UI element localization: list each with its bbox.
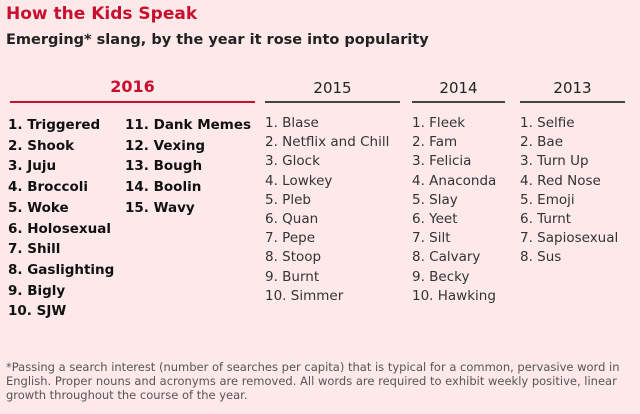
slang-item: 10. SJW xyxy=(8,303,67,320)
slang-item: 6. Yeet xyxy=(412,211,458,227)
slang-item: 2. Bae xyxy=(520,134,564,151)
year-header: 2016 xyxy=(110,77,155,96)
slang-item: 2. Netflix and Chill xyxy=(265,134,390,151)
header-rule xyxy=(520,101,625,103)
slang-item: 4. Lowkey xyxy=(265,172,333,189)
slang-item: 15. Wavy xyxy=(125,199,195,216)
slang-item: 5. Pleb xyxy=(265,191,311,208)
slang-item: 3. Felicia xyxy=(412,153,472,170)
footnote: *Passing a search interest (number of se… xyxy=(6,360,620,402)
year-header: 2014 xyxy=(439,79,478,97)
slang-item: 9. Burnt xyxy=(265,268,320,285)
slang-item: 1. Blase xyxy=(265,115,319,131)
header-rule xyxy=(412,101,505,103)
slang-item: 9. Becky xyxy=(412,268,470,285)
slang-item: 1. Fleek xyxy=(412,115,466,131)
slang-item: 4. Anaconda xyxy=(412,172,497,189)
slang-item: 11. Dank Memes xyxy=(125,117,252,133)
slang-item: 8. Gaslighting xyxy=(8,261,115,278)
slang-item: 1. Triggered xyxy=(8,117,101,133)
slang-item: 4. Broccoli xyxy=(8,179,88,196)
header-rule xyxy=(265,101,400,103)
slang-item: 10. Hawking xyxy=(412,287,496,304)
slang-item: 7. Silt xyxy=(412,230,451,247)
slang-item: 7. Sapiosexual xyxy=(520,230,619,247)
slang-item: 6. Turnt xyxy=(520,211,572,227)
slang-item: 8. Sus xyxy=(520,249,562,266)
slang-item: 10. Simmer xyxy=(265,287,344,304)
title: How the Kids Speak xyxy=(6,4,198,24)
slang-item: 3. Juju xyxy=(8,158,57,175)
slang-item: 13. Bough xyxy=(125,158,203,175)
slang-item: 8. Calvary xyxy=(412,249,481,266)
slang-item: 4. Red Nose xyxy=(520,172,601,189)
slang-item: 6. Quan xyxy=(265,211,319,227)
slang-item: 3. Turn Up xyxy=(520,153,589,170)
year-header: 2015 xyxy=(313,79,352,97)
slang-item: 5. Emoji xyxy=(520,191,575,208)
slang-item: 6. Holosexual xyxy=(8,220,111,237)
slang-item: 2. Fam xyxy=(412,134,458,151)
slang-item: 7. Shill xyxy=(8,241,61,258)
header-rule xyxy=(10,101,255,103)
year-header: 2013 xyxy=(553,79,592,97)
slang-item: 12. Vexing xyxy=(125,137,206,154)
slang-item: 1. Selfie xyxy=(520,115,575,131)
slang-item: 14. Boolin xyxy=(125,179,202,196)
slang-item: 5. Woke xyxy=(8,199,69,216)
slang-item: 9. Bigly xyxy=(8,282,66,299)
slang-item: 7. Pepe xyxy=(265,230,316,247)
slang-item: 5. Slay xyxy=(412,191,458,208)
subtitle: Emerging* slang, by the year it rose int… xyxy=(6,32,429,48)
slang-item: 8. Stoop xyxy=(265,249,322,266)
slang-item: 3. Glock xyxy=(265,153,320,170)
slang-item: 2. Shook xyxy=(8,137,75,154)
